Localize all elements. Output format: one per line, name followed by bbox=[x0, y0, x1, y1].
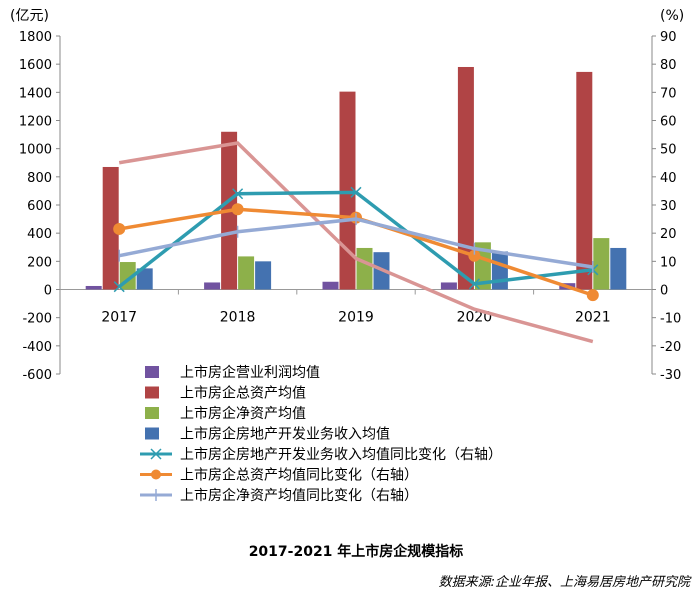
legend-label: 上市房企房地产开发业务收入均值同比变化（右轴） bbox=[180, 446, 502, 463]
bar-1 bbox=[204, 282, 221, 290]
left-tick-label: 1000 bbox=[19, 143, 52, 158]
x-tick-label: 2017 bbox=[101, 310, 137, 326]
legend-label: 上市房企净资产均值 bbox=[180, 405, 306, 422]
legend-swatch bbox=[145, 407, 159, 419]
legend-swatch bbox=[145, 427, 159, 440]
legend-marker bbox=[151, 469, 161, 480]
bar-2 bbox=[457, 66, 474, 290]
x-tick-label: 2020 bbox=[457, 310, 493, 326]
right-tick-label: 80 bbox=[660, 58, 677, 73]
right-tick-label: 0 bbox=[660, 284, 668, 299]
left-tick-label: 1800 bbox=[19, 30, 52, 45]
right-tick-label: 60 bbox=[660, 115, 677, 130]
left-tick-label: -600 bbox=[22, 368, 52, 383]
right-axis-unit: (%) bbox=[660, 8, 684, 24]
bar-3 bbox=[356, 247, 373, 290]
bar-2 bbox=[339, 91, 356, 290]
legend-label: 上市房企房地产开发业务收入均值 bbox=[180, 426, 390, 443]
bar-1 bbox=[440, 282, 457, 290]
legend-label: 上市房企总资产均值 bbox=[180, 385, 306, 402]
left-tick-label: 200 bbox=[27, 255, 52, 270]
right-tick-label: 90 bbox=[660, 30, 677, 45]
left-tick-label: 600 bbox=[27, 199, 52, 214]
right-tick-label: 20 bbox=[660, 227, 677, 242]
right-tick-label: -30 bbox=[660, 368, 681, 383]
bar-4 bbox=[610, 247, 627, 290]
left-tick-label: -400 bbox=[22, 340, 52, 355]
legend-label: 上市房企净资产均值同比变化（右轴） bbox=[180, 487, 418, 504]
x-marker bbox=[468, 278, 480, 290]
bar-2 bbox=[102, 166, 119, 290]
bar-4 bbox=[491, 251, 508, 290]
right-tick-label: 10 bbox=[660, 255, 677, 270]
x-marker bbox=[113, 281, 125, 293]
line-series-1 bbox=[118, 141, 594, 344]
circle-marker bbox=[586, 289, 599, 302]
right-tick-label: 70 bbox=[660, 86, 677, 101]
bar-3 bbox=[238, 256, 255, 290]
chart-title: 2017-2021 年上市房企规模指标 bbox=[249, 543, 464, 560]
right-tick-label: 30 bbox=[660, 199, 677, 214]
x-marker bbox=[350, 186, 362, 198]
left-tick-label: 400 bbox=[27, 227, 52, 242]
left-tick-label: 800 bbox=[27, 171, 52, 186]
x-tick-label: 2021 bbox=[575, 310, 611, 326]
bar-4 bbox=[136, 268, 153, 290]
left-axis-unit: (亿元) bbox=[10, 8, 49, 24]
source-note: 数据来源:企业年报、上海易居房地产研究院 bbox=[439, 574, 692, 590]
bar-1 bbox=[322, 281, 339, 290]
x-marker bbox=[232, 188, 244, 200]
legend-label: 上市房企总资产均值同比变化（右轴） bbox=[180, 467, 418, 484]
legend-marker bbox=[150, 448, 162, 460]
circle-marker bbox=[231, 203, 244, 216]
circle-marker bbox=[468, 249, 481, 262]
legend-label: 上市房企营业利润均值 bbox=[180, 364, 320, 381]
bar-1 bbox=[85, 285, 102, 290]
left-tick-label: -200 bbox=[22, 312, 52, 327]
right-tick-label: -10 bbox=[660, 312, 681, 327]
left-tick-label: 0 bbox=[44, 284, 52, 299]
bar-3 bbox=[593, 238, 610, 290]
bar-2 bbox=[576, 71, 593, 290]
left-tick-label: 1200 bbox=[19, 115, 52, 130]
right-tick-label: 40 bbox=[660, 171, 677, 186]
x-tick-label: 2018 bbox=[220, 310, 256, 326]
legend-swatch bbox=[145, 386, 159, 399]
right-tick-label: -20 bbox=[660, 340, 681, 355]
bar-4 bbox=[255, 261, 272, 290]
circle-marker bbox=[113, 222, 126, 235]
x-tick-label: 2019 bbox=[338, 310, 374, 326]
left-tick-label: 1600 bbox=[19, 58, 52, 73]
left-tick-label: 1400 bbox=[19, 86, 52, 101]
legend-swatch bbox=[145, 366, 159, 378]
right-tick-label: 50 bbox=[660, 143, 677, 158]
